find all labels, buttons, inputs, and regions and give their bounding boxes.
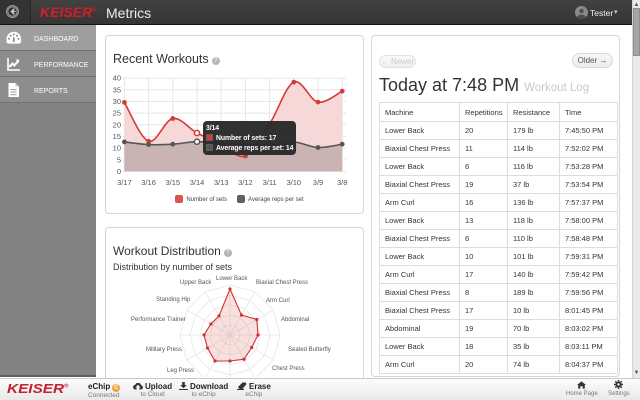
svg-text:3/16: 3/16 bbox=[141, 178, 156, 187]
svg-text:3/15: 3/15 bbox=[165, 178, 180, 187]
svg-text:40: 40 bbox=[113, 74, 121, 83]
svg-text:3/11: 3/11 bbox=[263, 178, 277, 187]
svg-text:3/13: 3/13 bbox=[214, 178, 229, 187]
svg-text:5: 5 bbox=[117, 155, 121, 164]
svg-text:15: 15 bbox=[113, 132, 121, 141]
svg-text:3/12: 3/12 bbox=[238, 178, 253, 187]
svg-text:35: 35 bbox=[113, 85, 121, 94]
svg-text:3/9: 3/9 bbox=[313, 178, 323, 187]
svg-text:3/8: 3/8 bbox=[337, 178, 347, 187]
svg-text:3/17: 3/17 bbox=[117, 178, 132, 187]
svg-text:3/14: 3/14 bbox=[190, 178, 205, 187]
svg-text:30: 30 bbox=[113, 97, 121, 106]
svg-text:3/10: 3/10 bbox=[286, 178, 301, 187]
svg-text:20: 20 bbox=[113, 120, 121, 129]
svg-text:0: 0 bbox=[117, 167, 121, 176]
svg-text:10: 10 bbox=[113, 144, 121, 153]
svg-text:25: 25 bbox=[113, 109, 121, 118]
